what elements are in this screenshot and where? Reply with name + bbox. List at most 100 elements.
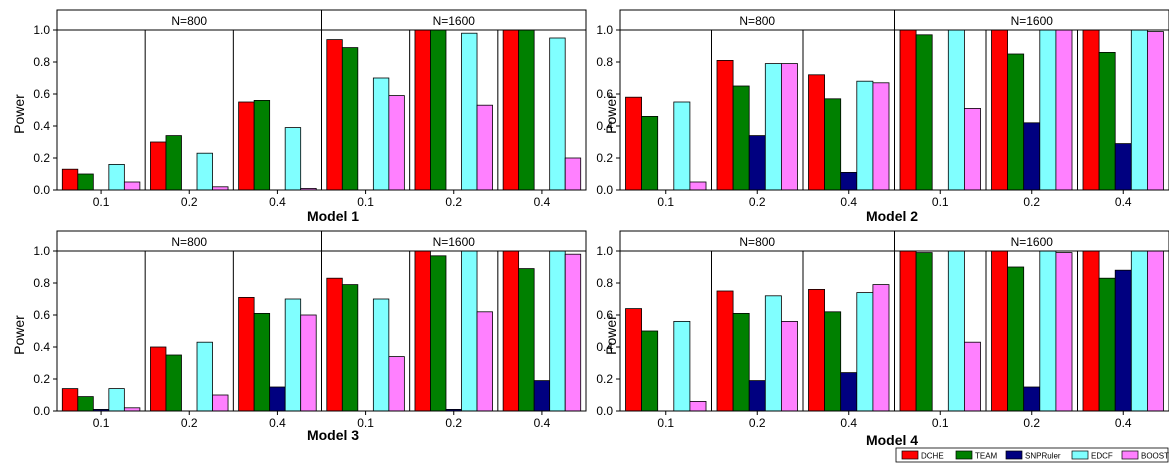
legend-swatch-boost [1121, 450, 1139, 460]
bar-boost [964, 341, 981, 412]
bar-team [253, 100, 271, 191]
x-tick-label: 0.4 [1115, 416, 1132, 430]
x-tick-label: 0.1 [357, 195, 374, 209]
x-tick-label: 0.4 [269, 416, 286, 430]
bar-edcf [108, 163, 125, 191]
bar-dche [1082, 29, 1100, 191]
legend-label-snpruler: SNPRuler [1025, 452, 1061, 461]
bar-snpruler [748, 135, 766, 191]
bar-dche [414, 29, 431, 191]
bar-boost [388, 356, 405, 412]
bar-boost [964, 108, 981, 191]
bar-team [430, 255, 447, 412]
bar-boost [781, 320, 798, 412]
bar-boost [689, 181, 707, 191]
bar-team [824, 98, 842, 191]
bar-snpruler [1023, 122, 1041, 191]
bar-dche [1082, 250, 1100, 412]
panel-title: Model 2 [866, 208, 918, 224]
bar-snpruler [1114, 269, 1132, 412]
bar-edcf [764, 295, 782, 412]
y-tick-label: 1.0 [596, 244, 613, 258]
legend-label-dche: DCHE [921, 452, 944, 461]
bar-edcf [284, 127, 302, 191]
bar-dche [326, 39, 343, 191]
y-tick-label: 1.0 [33, 244, 50, 258]
plot-frame [619, 250, 1169, 412]
bar-dche [991, 29, 1008, 191]
y-tick-label: 0.2 [596, 151, 613, 165]
y-tick-label: 0.6 [33, 87, 50, 101]
bar-edcf [673, 320, 691, 412]
bar-snpruler [840, 372, 858, 412]
y-tick-label: 0.6 [596, 87, 613, 101]
x-tick-label: 0.1 [657, 195, 674, 209]
legend-label-boost: BOOST [1141, 452, 1169, 461]
bar-team [1098, 277, 1116, 412]
bar-team [1007, 53, 1025, 191]
y-tick-label: 0.8 [596, 55, 613, 69]
y-tick-label: 0.4 [596, 340, 613, 354]
bar-team [518, 29, 535, 191]
bar-edcf [108, 388, 125, 412]
y-tick-label: 1.0 [33, 23, 50, 37]
x-tick-label: 0.4 [269, 195, 286, 209]
legend-swatch-team [955, 450, 973, 460]
x-tick-label: 0.1 [932, 195, 949, 209]
x-tick-label: 0.2 [1023, 195, 1040, 209]
bar-edcf [1130, 29, 1148, 191]
panel-2: N=800 0.1 0.2 0.4 N=1600 0.1 0.2 0.4 0.0 0.2 0.4 0.… [596, 9, 1169, 224]
plot-frame [619, 29, 1169, 191]
bar-edcf [196, 152, 213, 191]
panel-3: N=800 0.1 0.2 0.4 N=1600 0.1 0.2 0.4 0.0 0.2 0.4 0.… [11, 230, 587, 443]
bar-snpruler [1114, 143, 1132, 191]
panel-1: N=800 0.1 0.2 0.4 N=1600 0.1 0.2 0.4 0.0 0.2 0.4 0.… [11, 9, 587, 224]
bar-edcf [764, 63, 782, 191]
bar-boost [781, 63, 798, 191]
bar-team [824, 311, 842, 412]
bar-edcf [372, 298, 390, 412]
bar-edcf [549, 250, 566, 412]
y-tick-label: 0.2 [33, 372, 50, 386]
bar-dche [150, 141, 167, 191]
y-tick-label: 1.0 [596, 23, 613, 37]
y-tick-label: 0.0 [596, 404, 613, 418]
bar-boost [1055, 252, 1073, 412]
y-tick-label: 0.2 [596, 372, 613, 386]
bar-edcf [1039, 250, 1057, 412]
legend-swatch-snpruler [1005, 450, 1023, 460]
y-axis-label: Power [603, 315, 619, 355]
bar-snpruler [840, 171, 858, 191]
x-tick-label: 0.4 [840, 416, 857, 430]
bar-edcf [461, 32, 478, 191]
bar-dche [991, 250, 1008, 412]
x-tick-label: 0.2 [445, 416, 462, 430]
group-label: N=1600 [1011, 235, 1054, 249]
bar-dche [625, 96, 642, 191]
x-tick-label: 0.2 [181, 195, 198, 209]
x-tick-label: 0.4 [840, 195, 857, 209]
y-tick-label: 0.6 [33, 308, 50, 322]
y-tick-label: 0.0 [33, 183, 50, 197]
bar-edcf [947, 250, 965, 412]
x-tick-label: 0.1 [357, 416, 374, 430]
bar-dche [625, 308, 642, 412]
bar-boost [872, 82, 890, 191]
bar-dche [502, 250, 520, 412]
bar-snpruler [533, 380, 551, 412]
bar-snpruler [1023, 386, 1041, 412]
bar-edcf [856, 292, 874, 412]
panel-title: Model 3 [307, 427, 359, 443]
group-label: N=1600 [433, 235, 476, 249]
bar-boost [1147, 31, 1164, 191]
bar-boost [689, 400, 707, 412]
group-label: N=1600 [433, 14, 476, 28]
bar-team [77, 173, 94, 191]
bar-dche [716, 290, 734, 412]
group-label: N=800 [739, 14, 775, 28]
legend: DCHE TEAM SNPRuler EDCF BOOST [895, 447, 1169, 463]
bar-team [641, 116, 659, 191]
y-tick-label: 0.4 [33, 340, 50, 354]
bar-team [732, 85, 750, 191]
